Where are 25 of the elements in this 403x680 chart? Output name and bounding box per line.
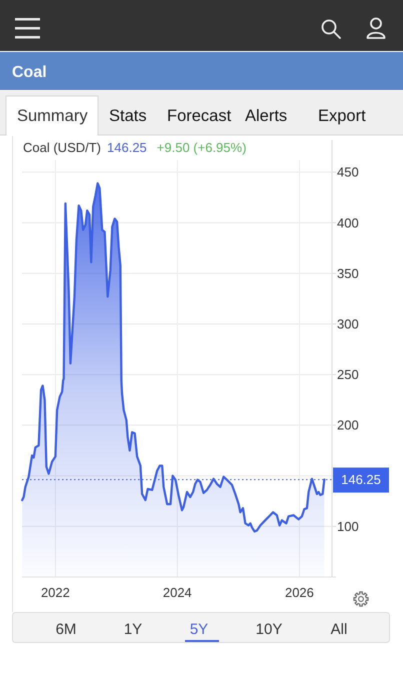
text: 1Y	[124, 621, 142, 638]
text: All	[330, 621, 348, 638]
text: 6M	[56, 621, 76, 638]
ref-line-label: 146.25	[341, 472, 381, 488]
chart-subtitle: Coal (USD/T)	[23, 140, 102, 155]
text: Forecast	[167, 107, 232, 125]
y-tick-label: 350	[337, 266, 359, 281]
text: Alerts	[245, 107, 288, 125]
y-tick-label: 400	[337, 215, 359, 230]
y-tick-label: 300	[337, 316, 359, 332]
x-tick-label: 2024	[162, 585, 192, 600]
y-tick-label: 100	[337, 518, 359, 534]
text: 146.25	[107, 140, 147, 155]
text: 10Y	[256, 621, 282, 638]
text: 5Y	[190, 621, 208, 638]
x-tick-label: 2022	[40, 585, 70, 600]
y-tick-label: 450	[337, 164, 359, 180]
text: Stats	[109, 107, 147, 125]
text: +9.50 (+6.95%)	[156, 140, 246, 155]
y-tick-label: 200	[337, 418, 359, 433]
x-tick-label: 2026	[284, 585, 314, 600]
text: Export	[318, 107, 366, 125]
chart-title: Coal	[12, 64, 47, 81]
text: Summary	[17, 107, 88, 125]
y-tick-label: 250	[337, 367, 359, 382]
